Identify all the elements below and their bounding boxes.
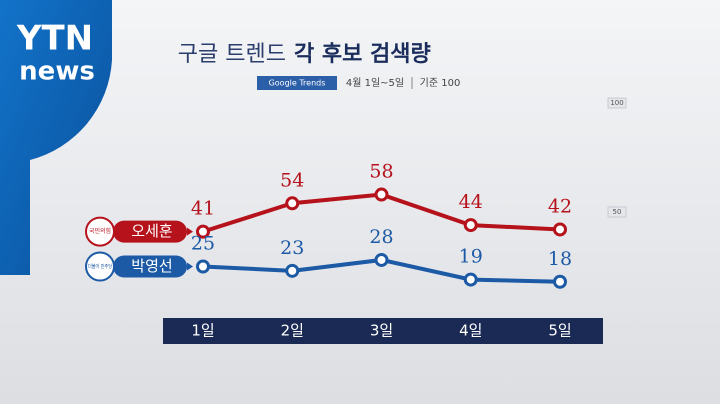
source-badge — [257, 76, 337, 90]
x-tick-label: 2일 — [281, 322, 304, 340]
data-label: 18 — [548, 248, 572, 270]
point — [553, 222, 567, 237]
data-label: 42 — [548, 195, 572, 217]
point — [374, 187, 389, 202]
data-label: 54 — [280, 169, 304, 191]
x-tick-label: 1일 — [191, 322, 214, 340]
legend-tag — [113, 220, 187, 243]
chart-title: 구글 트렌드 — [178, 42, 286, 67]
point — [463, 272, 478, 287]
data-label: 28 — [369, 226, 393, 248]
point — [463, 218, 478, 233]
legend-arrow — [187, 227, 193, 236]
data-label: 23 — [280, 237, 304, 259]
legend-tag — [113, 255, 187, 278]
point — [374, 252, 389, 267]
legend-label: 박영선 — [131, 257, 172, 275]
party-badge — [85, 216, 115, 247]
note: 기준 100 — [420, 77, 461, 89]
point — [196, 224, 210, 239]
x-tick-label: 4일 — [459, 322, 482, 340]
data-label: 41 — [191, 198, 215, 220]
data-label: 25 — [191, 233, 215, 255]
point — [285, 196, 300, 211]
point — [285, 263, 300, 278]
point — [553, 274, 567, 289]
subtitle: 4월 1일~5일 — [346, 77, 404, 89]
x-tick-label: 3일 — [370, 322, 393, 340]
x-tick-label: 5일 — [548, 322, 571, 340]
data-label: 19 — [459, 246, 483, 268]
y-tick — [607, 97, 627, 109]
party-name: 국민의힘 — [89, 227, 111, 235]
chart-title-highlight: 각 후보 검색량 — [294, 42, 431, 67]
point — [196, 259, 210, 274]
logo-ytn: YTN — [16, 19, 93, 59]
legend-arrow — [187, 262, 193, 271]
y-tick — [607, 206, 627, 218]
y-tick-label: 100 — [610, 99, 623, 107]
y-tick-label: 50 — [613, 208, 622, 216]
side-panel — [0, 0, 112, 275]
data-label: 58 — [369, 161, 393, 183]
logo-news: news — [19, 57, 95, 87]
source: Google Trends — [269, 79, 326, 88]
data-label: 44 — [459, 191, 483, 213]
party-name: 더불어 민주당 — [88, 263, 112, 270]
category-band — [163, 318, 603, 344]
legend-label: 오세훈 — [131, 222, 172, 240]
party-badge — [85, 251, 115, 282]
